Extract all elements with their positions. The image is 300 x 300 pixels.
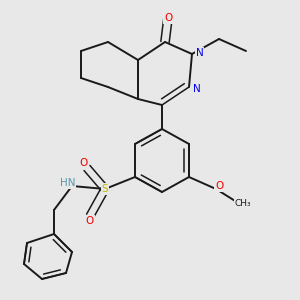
Text: O: O <box>86 215 94 226</box>
Text: O: O <box>164 13 172 23</box>
Text: CH₃: CH₃ <box>235 200 251 208</box>
Text: O: O <box>215 181 223 191</box>
Text: O: O <box>80 158 88 169</box>
Text: N: N <box>196 47 203 58</box>
Text: N: N <box>193 83 200 94</box>
Text: HN: HN <box>60 178 75 188</box>
Text: S: S <box>102 184 108 194</box>
